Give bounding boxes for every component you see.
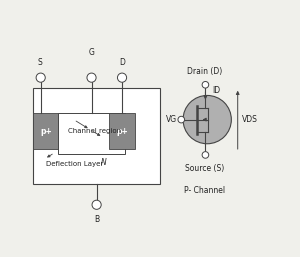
Text: Source (S): Source (S) xyxy=(184,164,224,173)
Text: p+: p+ xyxy=(40,126,52,135)
Text: B: B xyxy=(94,215,99,224)
Text: Drain (D): Drain (D) xyxy=(187,67,222,76)
Text: ID: ID xyxy=(212,86,220,95)
Text: S: S xyxy=(37,59,42,68)
Circle shape xyxy=(118,73,127,82)
Circle shape xyxy=(183,95,231,144)
Circle shape xyxy=(92,200,101,209)
Circle shape xyxy=(36,73,45,82)
Text: D: D xyxy=(119,59,125,68)
Circle shape xyxy=(178,116,184,123)
Circle shape xyxy=(202,152,209,158)
Text: N: N xyxy=(100,158,106,167)
Text: P- Channel: P- Channel xyxy=(184,186,225,195)
Bar xyxy=(33,88,160,185)
Text: p+: p+ xyxy=(116,126,128,135)
Bar xyxy=(33,113,58,149)
Text: VDS: VDS xyxy=(242,115,257,124)
Circle shape xyxy=(87,73,96,82)
Bar xyxy=(109,113,135,149)
Text: Deflection Layer: Deflection Layer xyxy=(46,161,103,167)
Text: G: G xyxy=(88,48,94,57)
Circle shape xyxy=(202,81,209,88)
Bar xyxy=(58,113,124,154)
Text: VG: VG xyxy=(166,115,177,124)
Text: Channel region: Channel region xyxy=(68,128,121,134)
